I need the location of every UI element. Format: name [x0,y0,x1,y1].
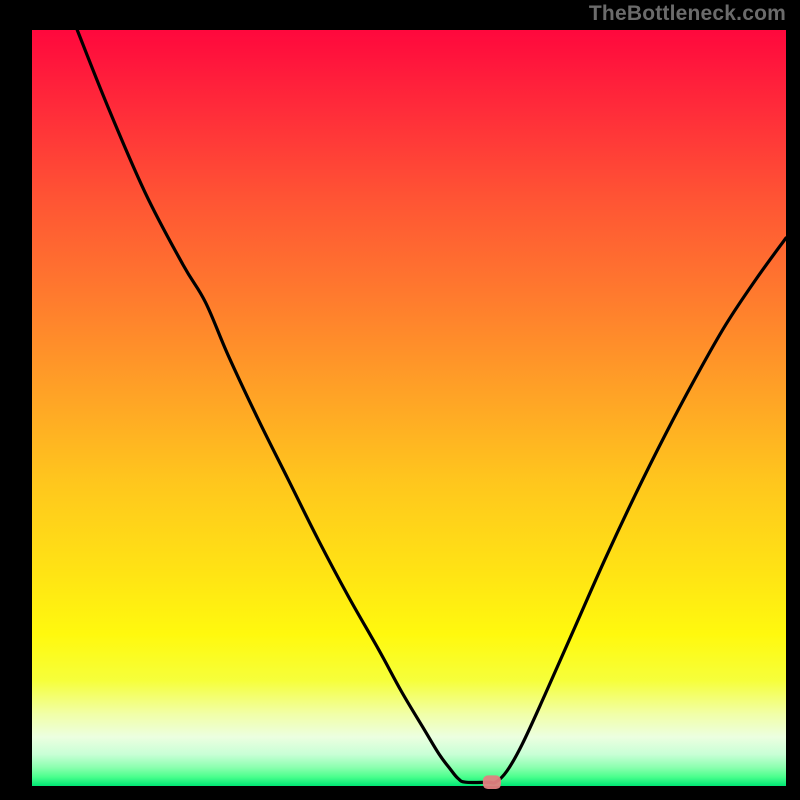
watermark-text: TheBottleneck.com [589,2,786,26]
chart-plot-background [32,30,786,786]
chart-container: TheBottleneck.com [0,0,800,800]
bottleneck-curve-chart [0,0,800,800]
optimal-point-marker [483,775,501,789]
